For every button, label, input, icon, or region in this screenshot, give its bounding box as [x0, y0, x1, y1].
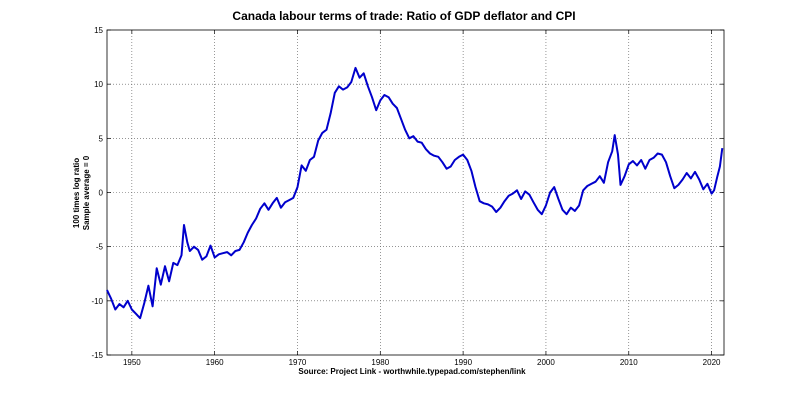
- y-tick-label: 0: [99, 189, 104, 198]
- chart-title: Canada labour terms of trade: Ratio of G…: [232, 9, 575, 23]
- x-tick-label: 2020: [703, 358, 721, 367]
- y-tick-label: -10: [91, 297, 103, 306]
- x-tick-label: 1960: [206, 358, 224, 367]
- x-tick-label: 2010: [620, 358, 638, 367]
- series-line: [106, 66, 724, 320]
- y-axis-label-line2: Sample average = 0: [82, 155, 91, 230]
- y-axis-label-line1: 100 times log ratio: [72, 158, 81, 228]
- x-tick-label: 1980: [371, 358, 389, 367]
- x-tick-label: 1950: [123, 358, 141, 367]
- plot-frame: [106, 29, 725, 356]
- y-tick-label: -5: [96, 243, 104, 252]
- axis-ticks: -15 -10 -5 0 5 10 15 1950 1960 1970 1980 1990 2000 20…: [91, 26, 724, 367]
- y-tick-label: 5: [99, 134, 104, 143]
- x-tick-label: 2000: [537, 358, 555, 367]
- gridlines: [107, 30, 724, 355]
- y-tick-label: 15: [94, 26, 103, 35]
- x-tick-label: 1990: [454, 358, 472, 367]
- y-tick-label: -15: [91, 351, 103, 360]
- y-tick-label: 10: [94, 80, 103, 89]
- x-axis-label: Source: Project Link - worthwhile.typepa…: [298, 367, 526, 376]
- x-tick-label: 1970: [289, 358, 307, 367]
